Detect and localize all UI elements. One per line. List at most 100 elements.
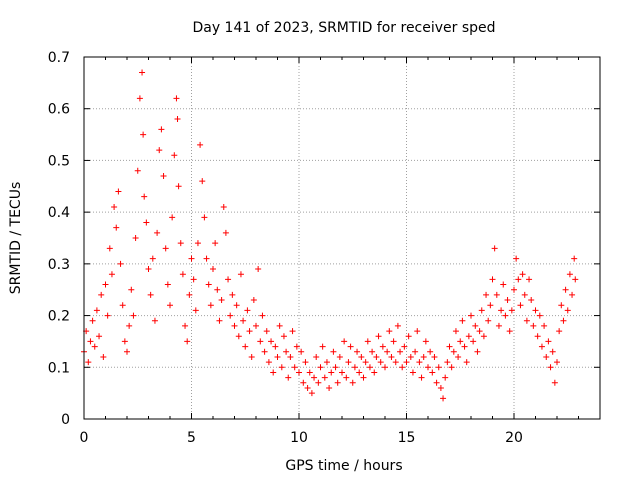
grid-lines	[84, 57, 600, 419]
data-point	[119, 302, 126, 309]
data-point	[192, 307, 199, 314]
y-tick-label: 0.4	[48, 205, 70, 221]
data-point	[246, 328, 253, 335]
data-point	[425, 364, 431, 371]
data-point	[91, 343, 98, 350]
data-point	[534, 333, 541, 340]
data-point	[504, 297, 511, 304]
x-tick-labels: 0 5 10 15 20	[80, 430, 523, 446]
y-tick-label: 0.2	[48, 309, 70, 325]
data-point	[386, 328, 393, 335]
data-point	[468, 312, 474, 319]
data-point	[332, 364, 339, 371]
data-point	[375, 333, 382, 340]
data-point	[483, 291, 490, 298]
data-point	[356, 369, 363, 376]
data-point	[174, 116, 181, 123]
data-point	[259, 312, 266, 319]
data-point	[115, 188, 122, 195]
data-point	[216, 317, 223, 324]
data-point	[457, 338, 464, 345]
data-point	[526, 276, 533, 283]
data-point	[227, 312, 234, 319]
data-point	[164, 281, 171, 288]
data-point	[506, 328, 513, 335]
data-point	[416, 359, 423, 366]
data-point	[154, 229, 161, 236]
data-point	[409, 369, 416, 376]
data-point	[207, 302, 214, 309]
data-point	[463, 359, 470, 366]
data-point	[184, 338, 191, 345]
data-point	[572, 276, 579, 283]
data-point	[448, 364, 455, 371]
data-point	[89, 317, 96, 324]
data-point	[261, 348, 268, 355]
data-point	[244, 307, 251, 314]
data-point	[399, 364, 406, 371]
data-point	[141, 193, 148, 200]
data-point	[121, 338, 128, 345]
data-point	[197, 141, 204, 148]
data-point	[523, 317, 530, 324]
data-point	[347, 343, 354, 350]
data-point	[270, 369, 277, 376]
data-point	[85, 359, 92, 366]
data-point	[330, 348, 337, 355]
data-point	[289, 328, 296, 335]
data-point	[517, 302, 524, 309]
data-point	[336, 353, 343, 360]
y-tick-labels: 0 0.1 0.2 0.3 0.4 0.5 0.6 0.7	[48, 50, 70, 428]
data-point	[455, 353, 462, 360]
data-point	[418, 374, 425, 381]
data-point	[96, 333, 103, 340]
data-point	[104, 312, 111, 319]
data-point	[414, 328, 421, 335]
data-point	[102, 281, 109, 288]
data-point	[212, 240, 219, 247]
data-point	[549, 348, 556, 355]
data-point	[317, 364, 324, 371]
data-point	[360, 374, 367, 381]
x-tick-label: 15	[398, 430, 416, 446]
data-point	[442, 374, 449, 381]
data-point	[495, 322, 502, 329]
data-point	[233, 302, 240, 309]
data-point	[263, 328, 270, 335]
data-point	[384, 348, 391, 355]
data-point	[268, 338, 275, 345]
data-point	[201, 214, 208, 221]
data-point	[433, 379, 440, 386]
data-point	[225, 276, 232, 283]
data-point	[205, 281, 212, 288]
data-point	[487, 302, 494, 309]
data-point	[108, 271, 115, 278]
data-point	[547, 364, 554, 371]
data-point	[296, 369, 302, 376]
data-point	[358, 353, 365, 360]
data-point	[156, 147, 163, 154]
data-point	[158, 126, 165, 133]
data-point	[379, 343, 386, 350]
data-point	[554, 359, 560, 366]
data-point	[308, 390, 315, 397]
data-point	[194, 240, 201, 247]
data-point	[480, 333, 487, 340]
data-point	[422, 338, 429, 345]
data-point	[405, 333, 412, 340]
data-points	[81, 69, 579, 402]
data-point	[369, 348, 376, 355]
data-point	[179, 271, 186, 278]
data-point	[173, 95, 180, 102]
y-tick-label: 0.3	[48, 257, 70, 273]
data-point	[530, 322, 537, 329]
data-point	[117, 260, 124, 267]
data-point	[169, 214, 176, 221]
data-point	[255, 266, 262, 273]
data-point	[235, 333, 242, 340]
data-point	[128, 286, 135, 293]
data-point	[474, 348, 481, 355]
data-point	[362, 359, 369, 366]
data-point	[429, 369, 436, 376]
data-point	[452, 328, 459, 335]
